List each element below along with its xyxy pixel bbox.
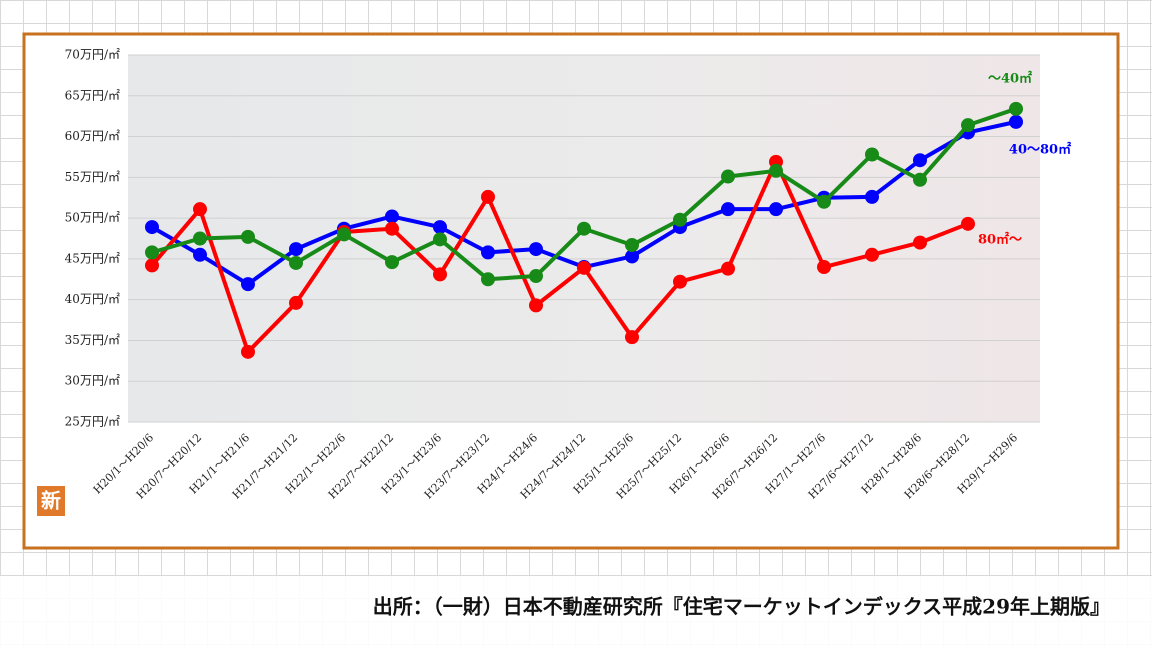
series-label: 40～80㎡ [1009,141,1071,157]
marker [721,261,735,276]
marker [289,255,303,270]
marker [577,260,591,275]
y-tick-label: 70万円/㎡ [65,48,120,62]
marker [481,189,495,204]
marker [865,147,879,162]
marker [673,212,687,227]
marker [193,247,207,262]
marker [721,202,735,217]
y-tick-label: 50万円/㎡ [65,211,120,225]
marker [625,330,639,345]
marker [529,298,543,313]
y-tick-label: 60万円/㎡ [65,129,120,143]
plot-background [128,55,1040,422]
marker [865,247,879,262]
marker [145,220,159,235]
y-tick-label: 40万円/㎡ [65,292,120,306]
marker [721,169,735,184]
y-tick-label: 25万円/㎡ [65,415,120,429]
marker [481,245,495,260]
marker [625,249,639,264]
marker [913,235,927,250]
marker [385,209,399,224]
marker [529,242,543,257]
marker [145,245,159,260]
marker [289,242,303,257]
series-line [150,159,969,354]
marker [769,163,783,178]
marker [481,272,495,287]
marker [241,344,255,359]
y-tick-label: 55万円/㎡ [65,170,120,184]
marker [1009,101,1023,116]
marker [817,194,831,209]
marker [193,231,207,246]
marker [913,172,927,187]
series-label: ～40㎡ [988,70,1032,86]
marker [913,153,927,168]
marker [433,267,447,282]
marker [385,221,399,236]
marker [193,202,207,217]
marker [145,258,159,273]
marker [241,277,255,292]
y-tick-label: 65万円/㎡ [65,88,120,102]
footer-bg [0,576,1152,648]
y-tick-label: 45万円/㎡ [65,251,120,265]
marker [817,260,831,275]
badge: 新 [41,489,61,513]
y-tick-label: 30万円/㎡ [65,374,120,388]
marker [865,189,879,204]
marker [961,216,975,231]
series-label: 80㎡～ [978,231,1022,247]
marker [625,238,639,253]
marker [289,295,303,310]
marker [433,232,447,247]
marker [433,220,447,235]
marker [961,118,975,133]
marker [337,227,351,242]
marker [1009,114,1023,129]
marker [241,229,255,244]
marker [769,202,783,217]
y-tick-label: 35万円/㎡ [65,333,120,347]
badge-box [37,486,65,516]
marker [385,255,399,270]
source: 出所：（一財）日本不動産研究所『住宅マーケットインデックス平成29年上期版』 [373,595,1110,619]
marker [529,269,543,284]
marker [673,274,687,289]
marker [577,221,591,236]
